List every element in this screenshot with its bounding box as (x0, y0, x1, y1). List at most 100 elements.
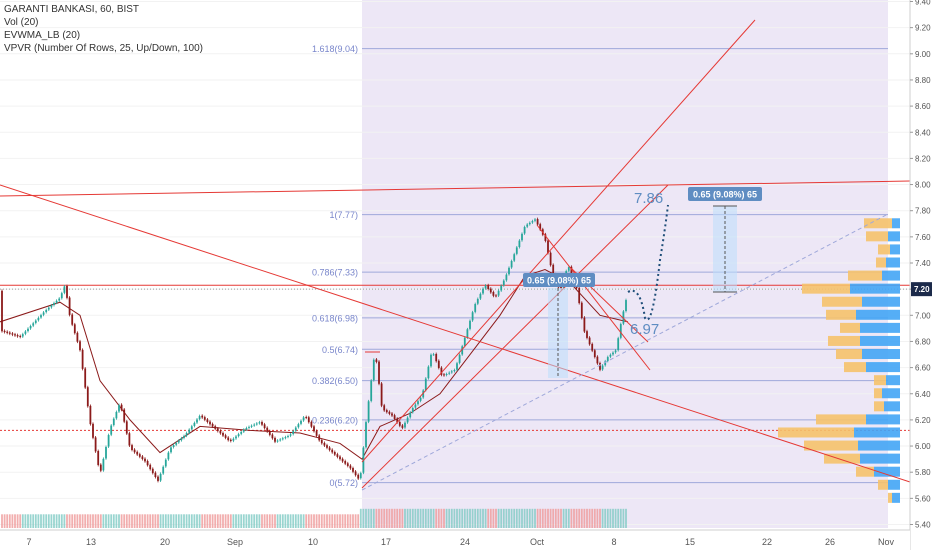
volume-bar (380, 508, 383, 528)
candle-body (469, 320, 471, 329)
vpvr-down-bar (878, 244, 890, 255)
candle-body (162, 466, 165, 474)
vpvr-up-bar (862, 349, 900, 360)
volume-bar (268, 514, 271, 528)
candle-body (560, 287, 562, 289)
candle-body (567, 267, 570, 271)
volume-bar (146, 514, 149, 528)
legend-volume[interactable]: Vol (20) (4, 17, 39, 28)
volume-bar (469, 508, 471, 528)
legend-vpvr[interactable]: VPVR (Number Of Rows, 25, Up/Down, 100) (4, 43, 203, 54)
volume-bar (157, 514, 159, 528)
vpvr-down-bar (844, 362, 866, 373)
volume-bar (354, 514, 357, 528)
candle-body (19, 335, 22, 337)
volume-bar (63, 514, 66, 528)
candle-body (458, 354, 461, 363)
time-axis-bg (0, 530, 910, 550)
candle-body (398, 421, 401, 426)
volume-bar (596, 508, 599, 528)
candle-body (284, 437, 287, 439)
volume-bar (541, 508, 544, 528)
volume-bar (271, 514, 274, 528)
volume-bar (292, 514, 295, 528)
candle-body (599, 363, 601, 370)
price-tick-label: 8.00 (915, 181, 931, 190)
candle-body (622, 311, 625, 324)
candle-body (380, 383, 383, 406)
price-tick-label: 5.60 (915, 494, 931, 503)
candle-body (357, 474, 360, 479)
volume-bar (448, 508, 451, 528)
fibonacci-retracement[interactable]: 0(5.72) 0.236(6.20) 0.382(6.50) 0.5(6.74) 0.… (0, 44, 910, 488)
volume-bar (159, 514, 162, 528)
volume-bar (539, 508, 542, 528)
candle-body (53, 303, 55, 306)
candle-body (588, 337, 591, 345)
candle-body (448, 372, 451, 374)
time-tick-label: 26 (825, 537, 835, 547)
volume-bar (128, 514, 131, 528)
volume-bar (185, 514, 188, 528)
candle-body (513, 254, 516, 261)
candle-body (185, 433, 188, 436)
candle-body (393, 415, 396, 419)
candle-body (222, 432, 224, 436)
volume-bar (86, 514, 89, 528)
volume-profile (778, 218, 900, 503)
candle-body (396, 418, 399, 423)
volume-bar (604, 508, 607, 528)
volume-bar (141, 514, 144, 528)
vpvr-down-bar (822, 296, 862, 307)
candle-body (612, 352, 614, 355)
vpvr-up-bar (882, 388, 900, 399)
vpvr-up-bar (860, 322, 900, 333)
volume-bar (131, 514, 133, 528)
candle-body (159, 473, 162, 481)
volume-bar (263, 514, 266, 528)
candle-body (578, 287, 581, 304)
volume-bar (89, 514, 92, 528)
candle-body (203, 417, 206, 420)
legend-symbol[interactable]: GARANTI BANKASI, 60, BIST (4, 4, 140, 15)
measure-badge-text: 0.65 (9.08%) 65 (527, 276, 591, 286)
candle-body (515, 247, 518, 254)
candle-body (484, 285, 487, 289)
chart-legend: GARANTI BANKASI, 60, BIST Vol (20) EVWMA… (4, 3, 203, 55)
candle-body (177, 440, 180, 443)
current-price-label: 7.20 (914, 285, 930, 294)
candle-body (146, 460, 149, 466)
candle-body (45, 309, 48, 313)
volume-bar (6, 514, 9, 528)
vpvr-down-bar (856, 466, 874, 477)
candle-body (487, 285, 490, 289)
projection-path (627, 204, 669, 321)
candle-body (224, 435, 227, 438)
volume-bar (216, 514, 219, 528)
candle-body (510, 261, 513, 268)
time-tick-label: 24 (460, 537, 470, 547)
candle-body (333, 451, 336, 455)
volume-bar (526, 508, 529, 528)
candle-body (401, 425, 404, 428)
legend-evwma[interactable]: EVWMA_LB (20) (4, 30, 81, 41)
candle-body (534, 219, 536, 221)
volume-bar (8, 514, 11, 528)
volume-bar (3, 514, 6, 528)
time-tick-label: 15 (685, 537, 695, 547)
volume-bar (463, 508, 466, 528)
volume-bar (513, 508, 516, 528)
volume-bar (326, 514, 328, 528)
vpvr-up-bar (856, 309, 900, 320)
candle-body (294, 427, 297, 431)
volume-bar (201, 514, 204, 528)
candle-body (261, 421, 263, 425)
candle-body (528, 222, 531, 225)
volume-bar (409, 508, 412, 528)
drawings-layer[interactable] (0, 19, 911, 491)
volume-bar (591, 508, 594, 528)
volume-bar (34, 514, 37, 528)
